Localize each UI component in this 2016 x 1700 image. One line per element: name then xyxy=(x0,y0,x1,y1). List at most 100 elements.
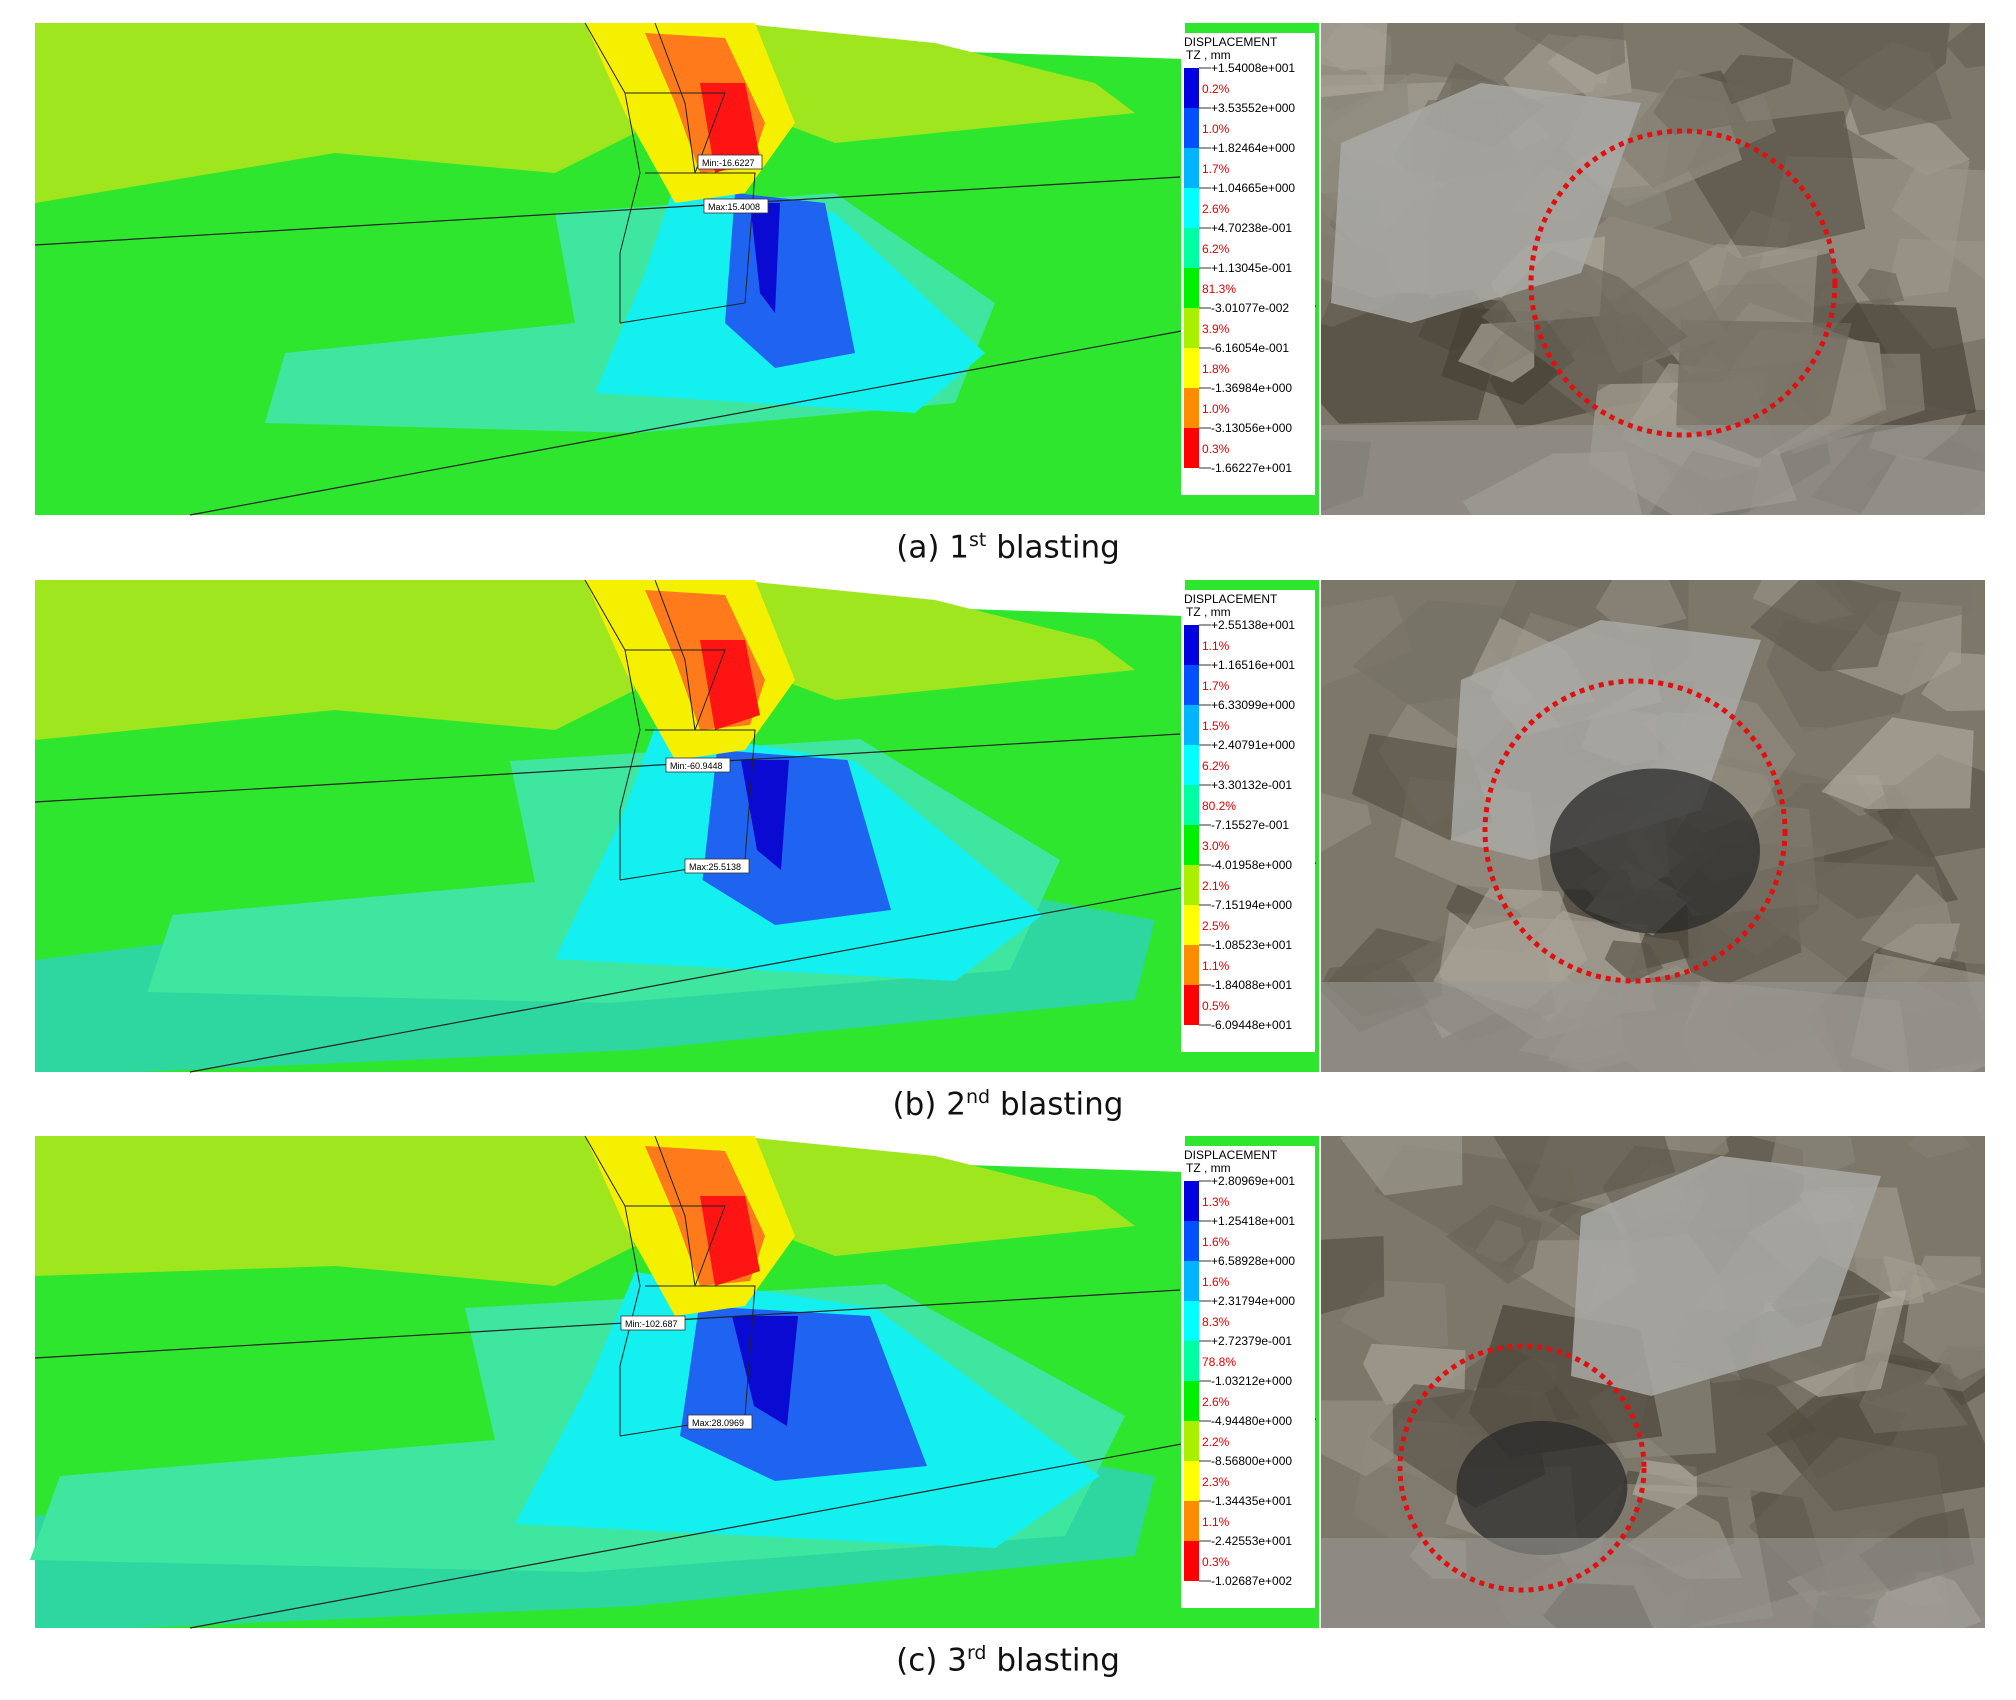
contour-band xyxy=(700,640,760,730)
caption: (a) 1st blasting xyxy=(0,529,2016,565)
color-segment xyxy=(1184,308,1199,348)
rock xyxy=(1860,873,1957,954)
mesh-line xyxy=(619,1285,756,1437)
extreme-label: Min:-102.687 xyxy=(625,1319,678,1329)
rock xyxy=(1945,23,1985,69)
legend-percentage: 2.6% xyxy=(1202,1395,1230,1409)
color-segment xyxy=(1184,625,1199,665)
legend-level: -7.15194e+000 xyxy=(1211,898,1292,912)
color-segment xyxy=(1184,188,1199,228)
legend-level: -1.66227e+001 xyxy=(1211,461,1292,475)
legend-percentage: 1.0% xyxy=(1202,122,1230,136)
caption-ordinal: st xyxy=(969,529,987,551)
legend-title: DISPLACEMENT xyxy=(1184,35,1278,49)
legend-level: +2.31794e+000 xyxy=(1211,1294,1295,1308)
legend-percentage: 1.0% xyxy=(1202,402,1230,416)
legend-percentage: 78.8% xyxy=(1202,1355,1236,1369)
extreme-tag xyxy=(684,858,750,874)
legend-level: +2.72379e-001 xyxy=(1211,1334,1292,1348)
legend-percentage: 81.3% xyxy=(1202,282,1236,296)
color-segment xyxy=(1184,1541,1199,1581)
rock xyxy=(1857,268,1905,307)
mesh-line xyxy=(189,305,1317,516)
color-segment xyxy=(1184,1421,1199,1461)
mesh-line xyxy=(625,649,726,731)
contour-band xyxy=(700,83,760,173)
legend-level: -6.16054e-001 xyxy=(1211,341,1289,355)
legend-percentage: 1.3% xyxy=(1202,1195,1230,1209)
caption-text: blasting xyxy=(999,1086,1124,1123)
mesh-line xyxy=(654,579,696,731)
legend-level: -4.94480e+000 xyxy=(1211,1414,1292,1428)
legend-percentage: 2.1% xyxy=(1202,879,1230,893)
mesh-line xyxy=(654,1135,696,1287)
mesh-line xyxy=(654,22,696,174)
highlight-circle xyxy=(1482,678,1788,984)
rock xyxy=(1918,1255,1982,1295)
legend-level: -1.08523e+001 xyxy=(1211,938,1292,952)
caption-ordinal: nd xyxy=(965,1086,991,1108)
color-segment xyxy=(1184,1301,1199,1341)
rock xyxy=(1433,888,1588,1010)
legend-title: DISPLACEMENT xyxy=(1184,592,1278,606)
contour-band xyxy=(35,580,635,740)
legend-level: +1.82464e+000 xyxy=(1211,141,1295,155)
caption-label: (a) xyxy=(896,529,940,566)
contour-band xyxy=(735,580,1135,700)
rock xyxy=(1445,1204,1542,1284)
rock xyxy=(1321,1235,1385,1315)
legend-level: -2.42553e+001 xyxy=(1211,1534,1292,1548)
legend-level: +1.16516e+001 xyxy=(1211,658,1295,672)
legend-level: -1.34435e+001 xyxy=(1211,1494,1292,1508)
caption: (b) 2nd blasting xyxy=(0,1086,2016,1122)
legend-percentage: 3.0% xyxy=(1202,839,1230,853)
legend-level: +1.04665e+000 xyxy=(1211,181,1295,195)
legend-unit: TZ , mm xyxy=(1186,1161,1231,1175)
blast-cavity xyxy=(1456,1420,1628,1556)
legend-percentage: 3.9% xyxy=(1202,322,1230,336)
color-segment xyxy=(1184,428,1199,468)
contour-band xyxy=(741,760,789,870)
rubble xyxy=(1321,982,1985,1072)
legend-percentage: 2.6% xyxy=(1202,202,1230,216)
legend-percentage: 80.2% xyxy=(1202,799,1236,813)
photo-content xyxy=(1321,1136,1985,1628)
rock xyxy=(1632,1459,1698,1510)
legend-unit: TZ , mm xyxy=(1186,605,1231,619)
mesh-line xyxy=(619,729,756,881)
contour-plot: Min:-102.687 Max:28.0969 xyxy=(30,1135,1319,1629)
contour-plot: Min:-16.6227 Max:15.4008 xyxy=(34,22,1319,516)
caption: (c) 3rd blasting xyxy=(0,1642,2016,1678)
caption-ordinal: rd xyxy=(966,1642,987,1664)
rock xyxy=(1595,580,1687,635)
legend-box xyxy=(1181,590,1315,1052)
rubble xyxy=(1321,1538,1985,1628)
rock xyxy=(1858,1360,1969,1434)
site-photo xyxy=(1321,1136,1985,1628)
mesh-line xyxy=(584,1135,641,1436)
legend-level: -7.15527e-001 xyxy=(1211,818,1289,832)
rock xyxy=(1513,23,1626,75)
mesh-line xyxy=(34,733,1181,803)
contour-band xyxy=(35,23,635,203)
extreme-tag xyxy=(687,1414,753,1430)
legend-box xyxy=(1181,33,1315,495)
color-segment xyxy=(1184,865,1199,905)
legend-percentage: 2.5% xyxy=(1202,919,1230,933)
legend-percentage: 0.5% xyxy=(1202,999,1230,1013)
legend-percentage: 2.2% xyxy=(1202,1435,1230,1449)
mesh-line xyxy=(189,862,1317,1073)
color-segment xyxy=(1184,348,1199,388)
legend-level: +2.80969e+001 xyxy=(1211,1174,1295,1188)
rubble xyxy=(1321,425,1985,515)
rock xyxy=(1830,600,1962,696)
legend-percentage: 1.8% xyxy=(1202,362,1230,376)
contour-band xyxy=(750,203,780,313)
color-segment xyxy=(1184,825,1199,865)
contour-band xyxy=(732,1316,798,1426)
caption-number: 3 xyxy=(947,1642,967,1679)
legend-level: +3.53552e+000 xyxy=(1211,101,1295,115)
blast-cavity xyxy=(1550,768,1760,934)
